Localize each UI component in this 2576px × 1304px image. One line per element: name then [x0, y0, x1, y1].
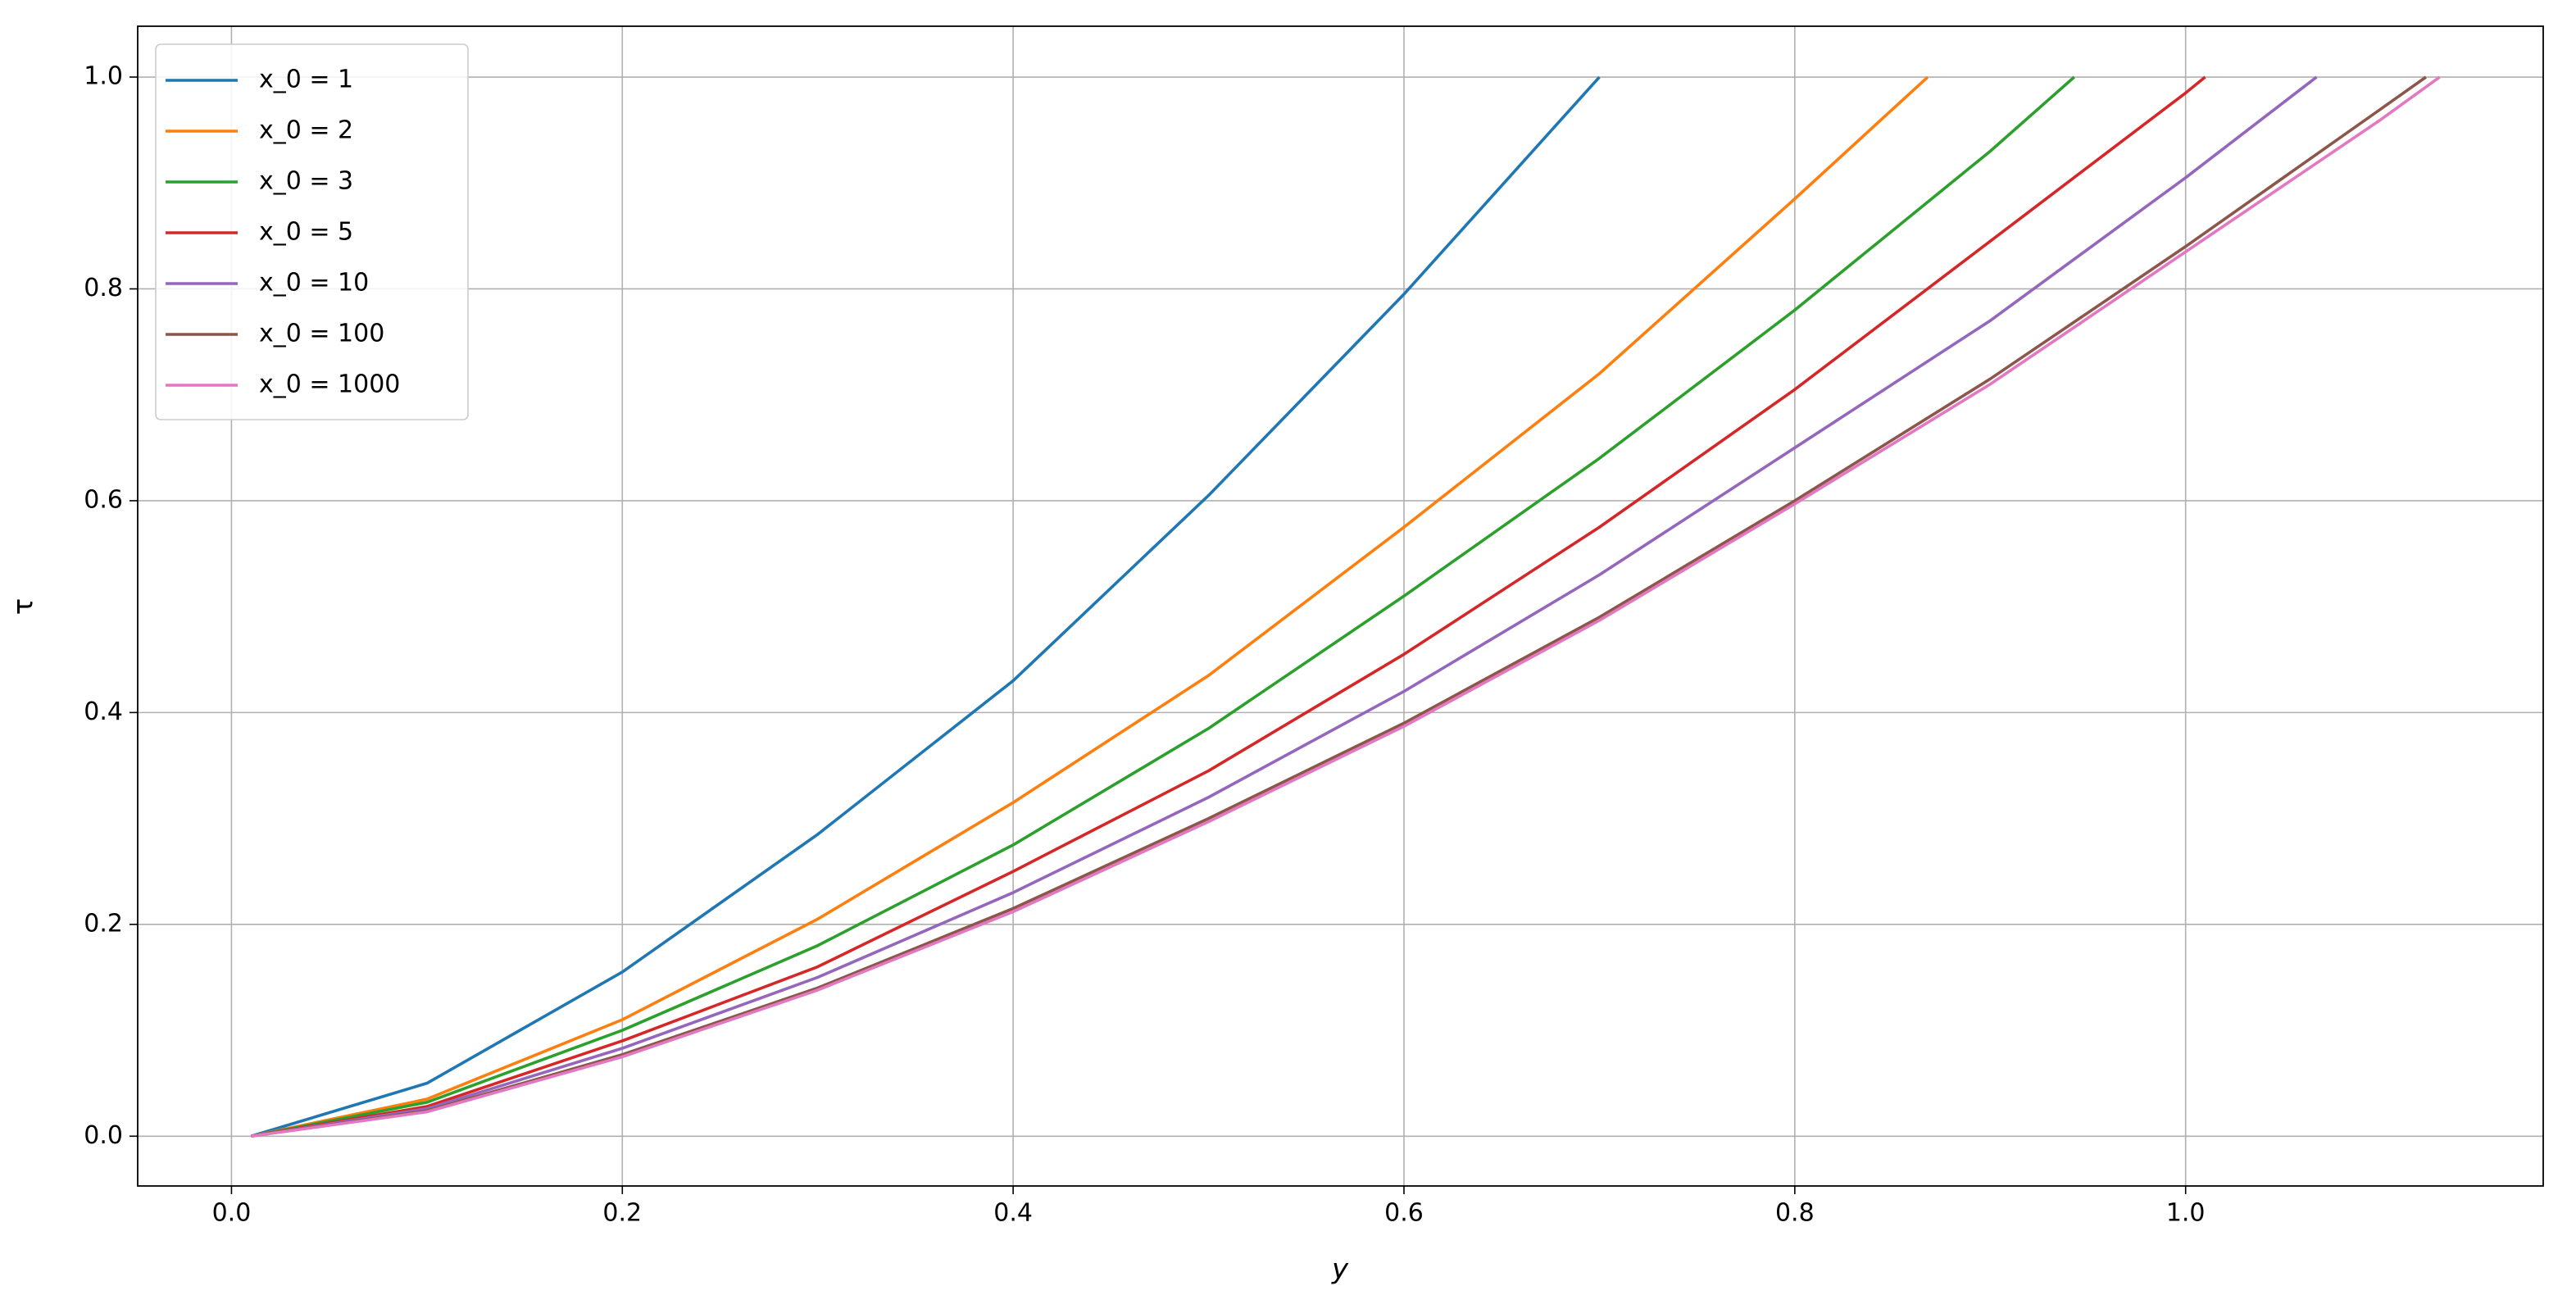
x-tick-label: 0.0 [212, 1199, 252, 1228]
legend-label: x_0 = 3 [259, 167, 353, 196]
y-tick-label: 0.8 [84, 274, 123, 302]
x-tick-label: 0.4 [993, 1199, 1033, 1228]
y-tick-label: 0.2 [84, 909, 123, 938]
y-tick-label: 0.6 [84, 485, 123, 514]
series-line [251, 75, 2427, 1138]
series-line [251, 75, 2318, 1138]
y-tick-label: 0.0 [84, 1121, 123, 1150]
series-line [250, 75, 2206, 1138]
legend-label: x_0 = 100 [259, 320, 384, 348]
x-axis-label: y [1331, 1253, 1349, 1286]
legend-label: x_0 = 2 [259, 116, 353, 145]
legend-label: x_0 = 1000 [259, 370, 400, 399]
x-tick-label: 0.8 [1775, 1199, 1815, 1228]
legend-label: x_0 = 1 [259, 66, 353, 94]
y-tick-label: 1.0 [84, 62, 123, 91]
legend-label: x_0 = 5 [259, 218, 353, 247]
series-line [250, 75, 1929, 1138]
x-tick-label: 0.2 [602, 1199, 642, 1228]
legend-box [155, 43, 469, 420]
x-tick-label: 0.6 [1384, 1199, 1424, 1228]
series-line [250, 75, 2075, 1138]
legend-label: x_0 = 10 [259, 269, 369, 298]
y-axis-label: τ [7, 598, 40, 615]
series-line [251, 75, 2441, 1138]
x-tick-label: 1.0 [2166, 1199, 2206, 1228]
plot-frame [137, 25, 2544, 1187]
y-tick-label: 0.4 [84, 697, 123, 726]
series-line [250, 75, 1601, 1138]
